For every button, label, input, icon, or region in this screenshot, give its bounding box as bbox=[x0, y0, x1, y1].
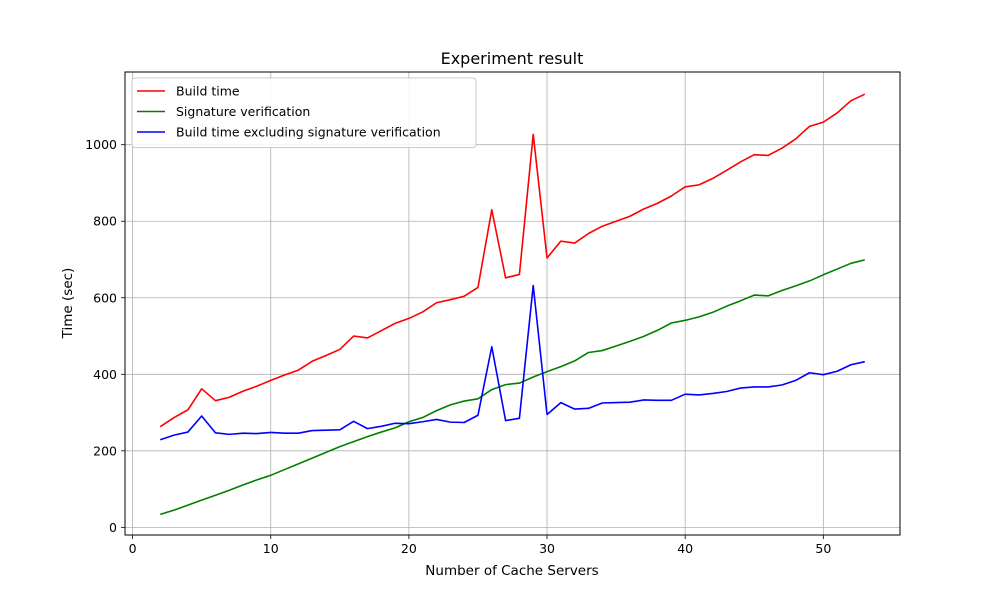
x-tick-label: 30 bbox=[539, 541, 555, 556]
chart-title: Experiment result bbox=[441, 49, 584, 68]
legend-box bbox=[131, 77, 477, 148]
plot-frame bbox=[124, 71, 901, 536]
y-tick-label: 200 bbox=[93, 443, 117, 458]
x-tick-label: 0 bbox=[129, 541, 137, 556]
x-axis-label: Number of Cache Servers bbox=[425, 563, 598, 579]
series-lines bbox=[159, 93, 866, 516]
y-tick-label: 0 bbox=[109, 520, 117, 535]
x-axis-ticks: 0 10 20 30 40 50 bbox=[129, 535, 831, 556]
x-tick-label: 50 bbox=[815, 541, 831, 556]
x-tick-label: 40 bbox=[677, 541, 693, 556]
legend-label: Build time excluding signature verificat… bbox=[176, 125, 441, 140]
x-tick-label: 10 bbox=[263, 541, 279, 556]
y-tick-label: 1000 bbox=[85, 137, 117, 152]
series-line-2 bbox=[159, 259, 865, 516]
x-tick-label: 20 bbox=[401, 541, 417, 556]
y-axis-label: Time (sec) bbox=[60, 268, 76, 340]
y-axis-ticks: 0 200 400 600 800 1000 bbox=[85, 137, 125, 535]
legend-label: Signature verification bbox=[176, 104, 310, 119]
legend: Build time Signature verification Build ti… bbox=[131, 77, 477, 148]
series-line-1 bbox=[159, 93, 866, 428]
y-tick-label: 400 bbox=[93, 367, 117, 382]
legend-label: Build time bbox=[176, 84, 240, 99]
y-tick-label: 800 bbox=[93, 214, 117, 229]
series-line-3 bbox=[159, 284, 865, 441]
y-tick-label: 600 bbox=[93, 290, 117, 305]
